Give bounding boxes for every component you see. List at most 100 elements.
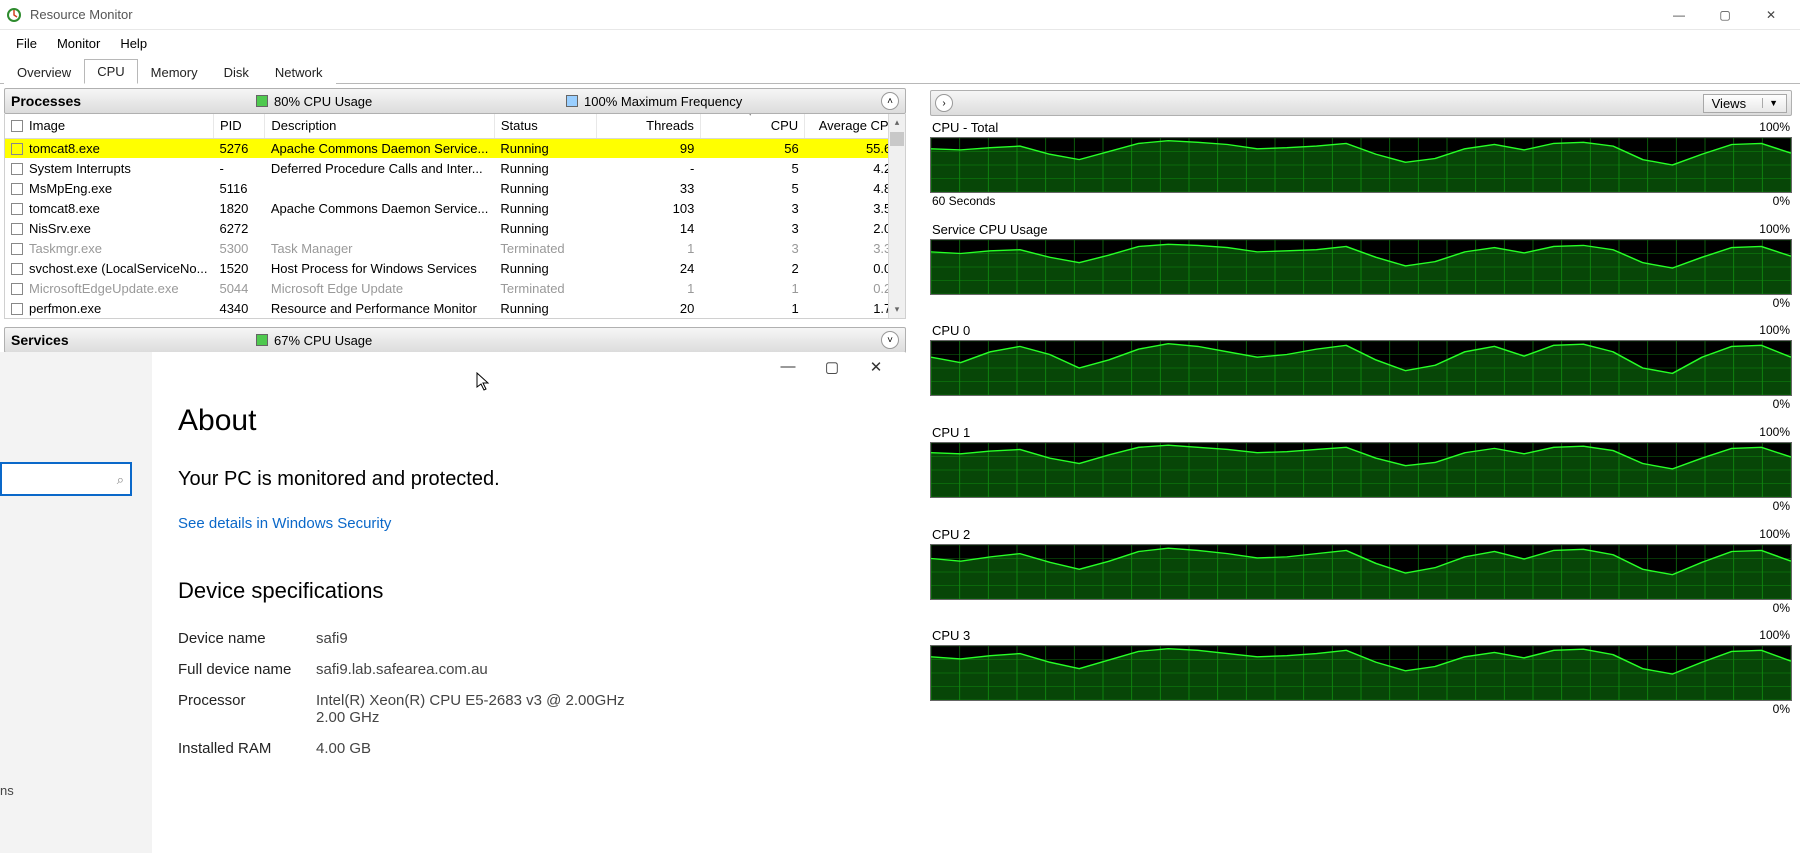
scroll-down-button[interactable]: ▾ [889,301,905,318]
spec-row: ProcessorIntel(R) Xeon(R) CPU E5-2683 v3… [178,692,905,726]
chart-min-label: 0% [1773,601,1790,615]
cursor-icon [476,372,492,392]
tab-overview[interactable]: Overview [4,60,84,84]
services-expand-button[interactable]: ˅ [881,331,899,349]
app-icon [6,7,22,23]
chart-max-label: 100% [1759,120,1790,135]
right-expand-button[interactable]: › [935,94,953,112]
views-button[interactable]: Views ▼ [1703,94,1787,113]
chart-max-label: 100% [1759,527,1790,542]
processes-cpu-usage-label: 80% CPU Usage [274,94,372,109]
chart-block: CPU 3 100% 0% [930,628,1792,722]
row-checkbox[interactable] [11,183,23,195]
search-icon: ⌕ [117,472,124,488]
close-button[interactable]: ✕ [1748,0,1794,30]
chart-min-label: 0% [1773,397,1790,411]
table-row[interactable]: svchost.exe (LocalServiceNo...1520Host P… [5,258,905,278]
tab-network[interactable]: Network [262,60,336,84]
tab-cpu[interactable]: CPU [84,59,137,84]
charts-container: CPU - Total100%60 Seconds0%Service CPU U… [930,120,1792,730]
window-controls: — ▢ ✕ [1656,0,1794,30]
row-checkbox[interactable] [11,263,23,275]
row-checkbox[interactable] [11,163,23,175]
processes-title: Processes [11,93,256,109]
device-spec-grid: Device namesafi9 Full device namesafi9.la… [178,630,905,757]
chart-min-label: 0% [1773,499,1790,513]
about-close-button[interactable]: ✕ [865,358,887,376]
chart-left-label: 60 Seconds [932,194,995,208]
chart-canvas [930,137,1792,193]
chart-max-label: 100% [1759,323,1790,338]
about-window-controls: — ▢ ✕ [767,352,897,382]
col-desc[interactable]: Description [265,114,494,138]
col-cpu[interactable]: CPU▾ [700,114,804,138]
services-header[interactable]: Services 67% CPU Usage ˅ [4,327,906,353]
about-maximize-button[interactable]: ▢ [821,358,843,376]
processes-max-freq-label: 100% Maximum Frequency [584,94,742,109]
chart-canvas [930,442,1792,498]
maximize-button[interactable]: ▢ [1702,0,1748,30]
max-freq-indicator-icon [566,95,578,107]
about-subtitle: Your PC is monitored and protected. [178,468,905,491]
table-row[interactable]: MicrosoftEdgeUpdate.exe5044Microsoft Edg… [5,278,905,298]
chart-block: CPU 0 100% 0% [930,323,1792,417]
services-title: Services [11,332,256,348]
chart-title-label: CPU 3 [932,628,970,643]
about-sidebar: ⌕ ns [0,352,152,853]
minimize-button[interactable]: — [1656,0,1702,30]
about-search-input[interactable]: ⌕ [0,462,132,496]
chart-canvas [930,645,1792,701]
title-bar: Resource Monitor — ▢ ✕ [0,0,1800,30]
about-security-link[interactable]: See details in Windows Security [178,515,905,532]
process-table: Image PID Description Status Threads CPU… [5,114,905,318]
table-row[interactable]: NisSrv.exe6272Running1432.02 [5,218,905,238]
menu-help[interactable]: Help [110,33,157,54]
chart-title-label: CPU 0 [932,323,970,338]
spec-value: safi9 [316,630,348,647]
row-checkbox[interactable] [11,223,23,235]
table-row[interactable]: tomcat8.exe1820Apache Commons Daemon Ser… [5,198,905,218]
row-checkbox[interactable] [11,303,23,315]
chart-max-label: 100% [1759,222,1790,237]
tab-memory[interactable]: Memory [138,60,211,84]
spec-row: Full device namesafi9.lab.safearea.com.a… [178,661,905,678]
processes-header[interactable]: Processes 80% CPU Usage 100% Maximum Fre… [4,88,906,114]
services-cpu-usage-label: 67% CPU Usage [274,333,372,348]
menu-file[interactable]: File [6,33,47,54]
chart-canvas [930,544,1792,600]
menu-bar: File Monitor Help [0,30,1800,56]
scroll-thumb[interactable] [890,132,904,146]
header-checkbox[interactable] [11,120,23,132]
table-row[interactable]: perfmon.exe4340Resource and Performance … [5,298,905,318]
col-pid[interactable]: PID [213,114,264,138]
chart-min-label: 0% [1773,296,1790,310]
row-checkbox[interactable] [11,143,23,155]
about-body: — ▢ ✕ About Your PC is monitored and pro… [178,352,905,853]
col-threads[interactable]: Threads [597,114,701,138]
row-checkbox[interactable] [11,203,23,215]
right-pane-header: › Views ▼ [930,90,1792,116]
chart-min-label: 0% [1773,702,1790,716]
processes-collapse-button[interactable]: ˄ [881,92,899,110]
col-status[interactable]: Status [494,114,596,138]
menu-monitor[interactable]: Monitor [47,33,110,54]
table-row[interactable]: Taskmgr.exe5300Task ManagerTerminated133… [5,238,905,258]
tab-disk[interactable]: Disk [211,60,262,84]
about-minimize-button[interactable]: — [777,358,799,376]
col-image[interactable]: Image [5,114,213,138]
row-checkbox[interactable] [11,243,23,255]
chart-block: Service CPU Usage100%0% [930,222,1792,316]
right-pane: › Views ▼ CPU - Total100%60 Seconds0%Ser… [922,84,1800,853]
views-dropdown-icon: ▼ [1762,98,1778,108]
sort-indicator-icon: ▾ [748,114,753,119]
table-row[interactable]: System Interrupts-Deferred Procedure Cal… [5,158,905,178]
scroll-up-button[interactable]: ▴ [889,114,905,131]
table-row[interactable]: MsMpEng.exe5116Running3354.87 [5,178,905,198]
chart-title-label: CPU 1 [932,425,970,440]
chart-canvas [930,239,1792,295]
table-row[interactable]: tomcat8.exe5276Apache Commons Daemon Ser… [5,138,905,158]
row-checkbox[interactable] [11,283,23,295]
spec-row: Device namesafi9 [178,630,905,647]
chart-max-label: 100% [1759,628,1790,643]
process-scrollbar[interactable]: ▴ ▾ [888,114,905,318]
